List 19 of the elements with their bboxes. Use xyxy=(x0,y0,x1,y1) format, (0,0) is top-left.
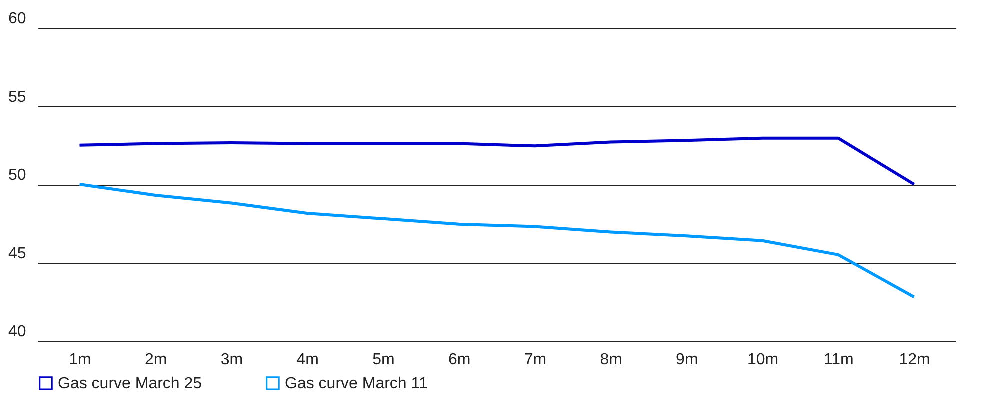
x-tick-label: 12m xyxy=(899,352,930,368)
x-tick-label: 9m xyxy=(676,352,698,368)
x-tick-label: 11m xyxy=(824,352,854,368)
legend-label: Gas curve March 25 xyxy=(58,375,202,392)
x-tick-label: 3m xyxy=(220,352,244,368)
y-tick-label: 60 xyxy=(8,10,26,28)
x-tick-label: 7m xyxy=(524,352,547,368)
y-tick-label: 40 xyxy=(8,324,26,340)
x-tick-label: 5m xyxy=(372,352,395,368)
x-tick-label: 8m xyxy=(600,352,622,368)
x-tick-label: 1m xyxy=(69,352,92,368)
y-tick-label: 55 xyxy=(8,88,26,106)
legend-label: Gas curve March 11 xyxy=(285,375,428,392)
y-tick-label: 50 xyxy=(8,167,26,184)
x-tick-label: 2m xyxy=(144,352,168,368)
y-tick-label: 45 xyxy=(8,245,26,262)
x-tick-label: 10m xyxy=(747,352,779,368)
x-tick-label: 6m xyxy=(448,352,471,368)
x-tick-label: 4m xyxy=(296,352,319,368)
